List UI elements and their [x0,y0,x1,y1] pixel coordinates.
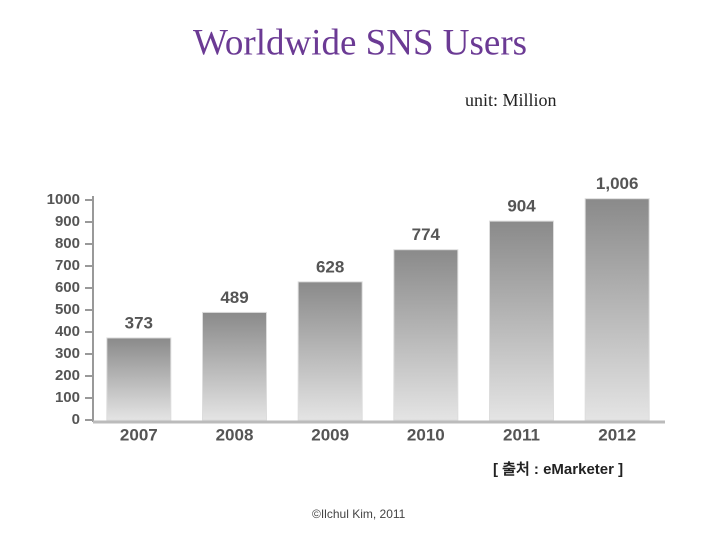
x-tick-label: 2009 [311,425,349,444]
value-label: 774 [412,225,441,244]
y-tick-label: 0 [72,411,80,428]
bar [489,220,554,421]
footer: ©Ilchul Kim, 2011 [312,507,406,521]
y-tick-label: 600 [55,279,80,296]
value-label: 373 [125,313,153,332]
value-label: 904 [507,197,536,216]
x-tick-label: 2011 [503,425,540,444]
slide-title: Worldwide SNS Users [193,22,527,63]
value-label: 489 [220,288,248,307]
unit-label: unit: Million [465,90,557,110]
value-label: 1,006 [596,174,639,193]
y-tick-label: 1000 [47,191,80,208]
y-tick-label: 400 [55,323,80,340]
value-label: 628 [316,257,344,276]
bar [393,249,459,421]
y-tick-label: 900 [55,213,80,230]
y-tick-label: 300 [55,345,80,362]
y-tick-label: 100 [55,389,80,406]
bar [297,281,363,421]
bar [584,198,650,421]
x-tick-label: 2010 [407,425,445,444]
y-tick-label: 800 [55,235,80,252]
x-tick-label: 2012 [598,425,636,444]
y-tick-label: 500 [55,301,80,318]
y-tick-label: 700 [55,257,80,274]
x-tick-label: 2007 [120,425,158,444]
y-tick-label: 200 [55,367,80,384]
source-note: [ 출처 : eMarketer ] [493,461,623,478]
x-tick-label: 2008 [216,425,254,444]
bar [106,337,172,421]
bar [202,311,267,421]
